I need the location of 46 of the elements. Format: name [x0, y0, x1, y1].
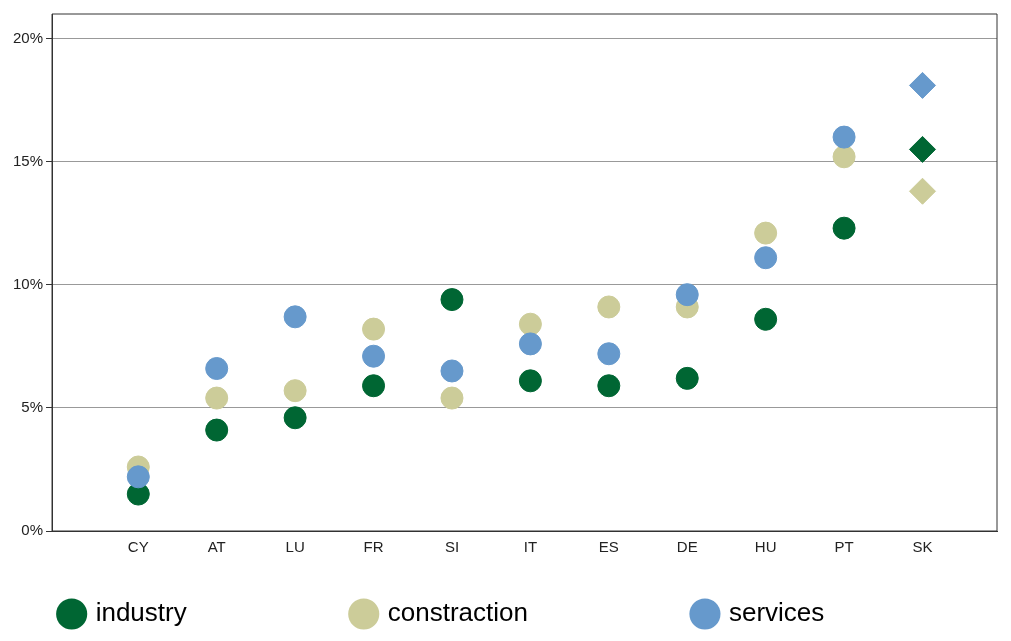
point — [597, 342, 621, 366]
x-tick-label: FR — [363, 538, 384, 556]
x-tick-label: AT — [207, 538, 226, 556]
point — [205, 357, 229, 381]
x-tick-label: SI — [444, 538, 460, 556]
x-tick-label: IT — [523, 538, 538, 556]
point — [283, 406, 307, 430]
y-tick-label: 20% — [12, 28, 44, 46]
point — [362, 344, 386, 368]
x-tick-label: CY — [127, 538, 149, 556]
x-tick-label: ES — [598, 538, 619, 556]
point — [754, 246, 778, 270]
point — [126, 465, 150, 489]
y-tick-label: 5% — [21, 398, 44, 416]
y-tick-label: 15% — [12, 151, 44, 169]
x-tick-label: HU — [754, 538, 777, 556]
legend-label: constraction — [387, 597, 658, 628]
point — [205, 386, 229, 410]
point — [518, 332, 542, 356]
x-tick-label: PT — [834, 538, 854, 556]
point — [832, 216, 856, 240]
point — [283, 305, 307, 329]
point — [597, 374, 621, 398]
y-tick-label: 0% — [21, 521, 44, 539]
x-tick-label: LU — [285, 538, 305, 556]
point — [440, 288, 464, 312]
point — [205, 418, 229, 442]
point — [518, 369, 542, 393]
point — [832, 125, 856, 149]
x-tick-label: SK — [912, 538, 933, 556]
x-tick-label: DE — [676, 538, 698, 556]
point — [675, 283, 699, 307]
point — [832, 145, 856, 169]
point — [518, 312, 542, 336]
y-tick-label: 10% — [12, 274, 44, 292]
point — [362, 374, 386, 398]
legend-label: industry — [95, 597, 317, 628]
point — [675, 366, 699, 390]
point — [362, 317, 386, 341]
point — [597, 295, 621, 319]
point — [754, 307, 778, 331]
point — [754, 221, 778, 245]
point — [440, 359, 464, 383]
point — [440, 386, 464, 410]
legend-label: services — [728, 597, 955, 628]
point — [283, 379, 307, 403]
